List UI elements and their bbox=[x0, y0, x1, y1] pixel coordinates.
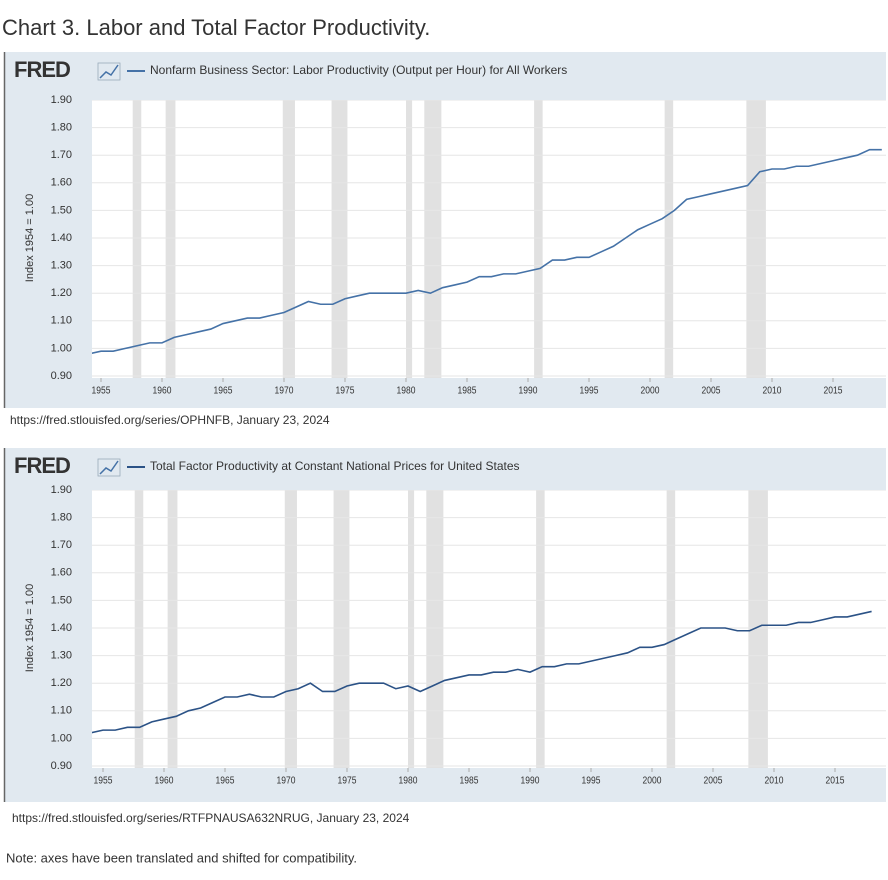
y-tick-label: 1.80 bbox=[51, 122, 72, 134]
plot bbox=[92, 100, 886, 378]
y-axis-label: Index 1954 = 1.00 bbox=[24, 584, 36, 672]
recession-band bbox=[282, 100, 295, 378]
x-tick-label: 1955 bbox=[92, 385, 111, 396]
y-axis-label: Index 1954 = 1.00 bbox=[24, 194, 36, 282]
y-tick-label: 1.60 bbox=[51, 177, 72, 189]
y-tick-label: 1.30 bbox=[51, 260, 72, 272]
x-tick-label: 2000 bbox=[641, 385, 660, 396]
data-line bbox=[92, 148, 882, 355]
recession-band bbox=[666, 490, 676, 768]
y-tick-label: 1.80 bbox=[51, 512, 72, 524]
logo-icon bbox=[99, 460, 119, 475]
x-tick-label: 1970 bbox=[277, 775, 296, 786]
recession-band bbox=[424, 100, 442, 378]
recession-band bbox=[746, 100, 766, 378]
logo-icon-box bbox=[97, 458, 121, 477]
logo: FRED bbox=[14, 453, 70, 478]
recession-band bbox=[534, 100, 543, 378]
logo-icon bbox=[99, 64, 119, 79]
recession-band bbox=[165, 100, 176, 378]
x-tick-label: 1985 bbox=[460, 775, 479, 786]
recession-band bbox=[536, 490, 545, 768]
y-tick-label: 1.90 bbox=[51, 94, 72, 106]
y-tick-label: 0.90 bbox=[51, 760, 72, 772]
x-tick-label: 2000 bbox=[643, 775, 662, 786]
x-tick-label: 2005 bbox=[702, 385, 721, 396]
x-tick-label: 1960 bbox=[155, 775, 174, 786]
x-tick-label: 1995 bbox=[582, 775, 601, 786]
recession-band bbox=[664, 100, 674, 378]
x-tick-label: 2005 bbox=[704, 775, 723, 786]
x-tick-label: 1995 bbox=[580, 385, 599, 396]
y-tick-label: 1.50 bbox=[51, 594, 72, 606]
legend-label: Total Factor Productivity at Constant Na… bbox=[150, 459, 520, 473]
y-tick-label: 1.40 bbox=[51, 622, 72, 634]
x-tick-label: 1960 bbox=[153, 385, 172, 396]
logo: FRED bbox=[14, 57, 70, 82]
y-tick-label: 0.90 bbox=[51, 370, 72, 382]
x-tick-label: 1990 bbox=[521, 775, 540, 786]
y-tick-label: 1.60 bbox=[51, 567, 72, 579]
recession-band bbox=[132, 100, 142, 378]
x-tick-label: 2015 bbox=[826, 775, 845, 786]
x-tick-label: 2010 bbox=[765, 775, 784, 786]
x-tick-label: 1980 bbox=[397, 385, 416, 396]
data-line bbox=[92, 610, 872, 734]
y-tick-label: 1.50 bbox=[51, 204, 72, 216]
plot bbox=[92, 490, 886, 768]
recession-band bbox=[426, 490, 444, 768]
x-tick-label: 2015 bbox=[824, 385, 843, 396]
x-tick-label: 1980 bbox=[399, 775, 418, 786]
recession-band bbox=[284, 490, 297, 768]
y-tick-label: 1.40 bbox=[51, 232, 72, 244]
recession-band bbox=[331, 100, 348, 378]
y-tick-label: 1.90 bbox=[51, 484, 72, 496]
x-tick-label: 1970 bbox=[275, 385, 294, 396]
x-tick-label: 2010 bbox=[763, 385, 782, 396]
logo-icon-box bbox=[97, 62, 121, 81]
y-tick-label: 1.00 bbox=[51, 732, 72, 744]
recession-band bbox=[748, 490, 768, 768]
note: Note: axes have been translated and shif… bbox=[6, 850, 357, 865]
y-tick-label: 1.70 bbox=[51, 539, 72, 551]
legend-label: Nonfarm Business Sector: Labor Productiv… bbox=[150, 63, 567, 77]
y-tick-label: 1.30 bbox=[51, 650, 72, 662]
y-tick-label: 1.70 bbox=[51, 149, 72, 161]
page-title: Chart 3. Labor and Total Factor Producti… bbox=[2, 15, 430, 40]
source-url: https://fred.stlouisfed.org/series/RTFPN… bbox=[12, 811, 410, 825]
y-tick-label: 1.10 bbox=[51, 315, 72, 327]
x-tick-label: 1985 bbox=[458, 385, 477, 396]
recession-band bbox=[134, 490, 144, 768]
recession-band bbox=[167, 490, 178, 768]
x-tick-label: 1975 bbox=[338, 775, 357, 786]
recession-band bbox=[408, 490, 415, 768]
x-tick-label: 1990 bbox=[519, 385, 538, 396]
x-tick-label: 1965 bbox=[214, 385, 233, 396]
plot-area bbox=[92, 100, 886, 378]
y-tick-label: 1.20 bbox=[51, 677, 72, 689]
x-tick-label: 1975 bbox=[336, 385, 355, 396]
recession-band bbox=[333, 490, 350, 768]
source-url: https://fred.stlouisfed.org/series/OPHNF… bbox=[10, 413, 330, 427]
recession-band bbox=[406, 100, 413, 378]
y-tick-label: 1.10 bbox=[51, 705, 72, 717]
x-tick-label: 1955 bbox=[94, 775, 113, 786]
y-tick-label: 1.00 bbox=[51, 342, 72, 354]
y-tick-label: 1.20 bbox=[51, 287, 72, 299]
x-tick-label: 1965 bbox=[216, 775, 235, 786]
